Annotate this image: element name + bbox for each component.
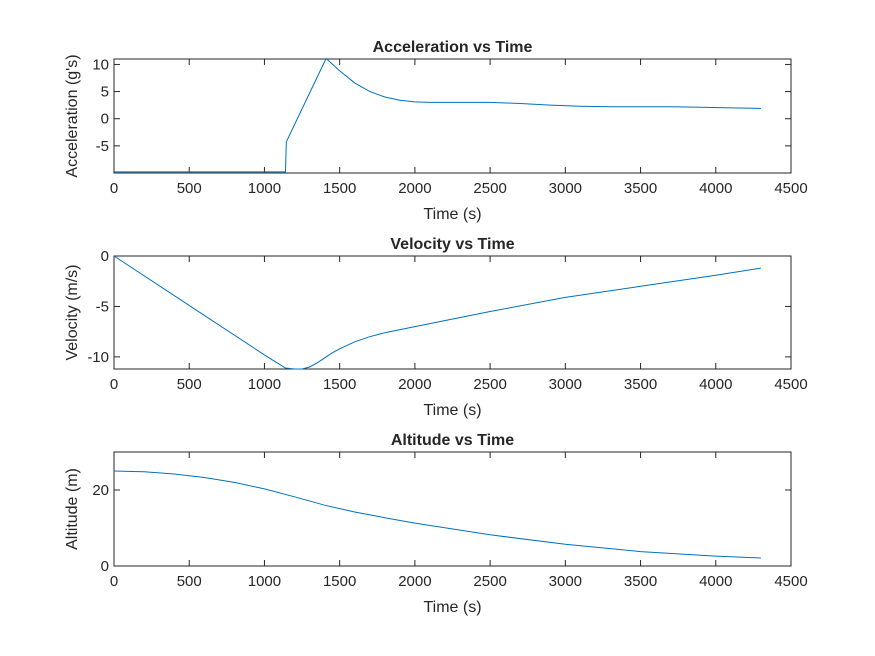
velocity-y-axis-label: Velocity (m/s) — [64, 264, 81, 360]
acceleration-xtick-label: 4500 — [774, 180, 807, 197]
altitude-xtick-label: 3500 — [624, 573, 657, 590]
acceleration-xtick-label: 2500 — [473, 180, 506, 197]
velocity-xtick-label: 3500 — [624, 376, 657, 393]
altitude-axes-frame — [113, 451, 792, 567]
velocity-subplot: 0 500 1000 1500 2000 2500 3000 3500 4000 4500 -10 -… — [64, 236, 808, 419]
acceleration-xtick-label: 2000 — [398, 180, 431, 197]
acceleration-ytick-label: 5 — [101, 84, 109, 101]
velocity-ytick-label: -5 — [96, 298, 109, 315]
altitude-xtick-label: 2500 — [473, 573, 506, 590]
altitude-chart-title: Altitude vs Time — [391, 432, 514, 449]
velocity-chart-title: Velocity vs Time — [390, 236, 514, 253]
velocity-ytick-label: 0 — [101, 248, 109, 265]
altitude-ytick-label: 0 — [101, 558, 109, 575]
altitude-xtick-label: 3000 — [549, 573, 582, 590]
acceleration-y-axis-label: Acceleration (g's) — [64, 54, 81, 177]
acceleration-xtick-label: 500 — [177, 180, 202, 197]
altitude-xtick-label: 500 — [177, 573, 202, 590]
acceleration-xtick-label: 4000 — [699, 180, 732, 197]
acceleration-series-line — [114, 57, 761, 173]
acceleration-xtick-label: 1500 — [323, 180, 356, 197]
acceleration-ytick-label: 10 — [92, 56, 109, 73]
velocity-xtick-label: 500 — [177, 376, 202, 393]
acceleration-xtick-label: 3000 — [549, 180, 582, 197]
velocity-xtick-label: 2000 — [398, 376, 431, 393]
velocity-xtick-label: 3000 — [549, 376, 582, 393]
altitude-xtick-label: 1500 — [323, 573, 356, 590]
acceleration-axes-frame — [113, 58, 792, 174]
velocity-xtick-label: 1500 — [323, 376, 356, 393]
altitude-y-axis-label: Altitude (m) — [64, 468, 81, 550]
velocity-axes-frame — [113, 255, 792, 370]
altitude-subplot: 0 500 1000 1500 2000 2500 3000 3500 4000 4500 0 20 A… — [64, 432, 808, 616]
velocity-ytick-label: -10 — [87, 349, 109, 366]
acceleration-xtick-label: 0 — [110, 180, 118, 197]
velocity-xtick-label: 4000 — [699, 376, 732, 393]
acceleration-chart-title: Acceleration vs Time — [373, 39, 533, 56]
velocity-xtick-label: 4500 — [774, 376, 807, 393]
altitude-xtick-label: 0 — [110, 573, 118, 590]
acceleration-x-axis-label: Time (s) — [423, 206, 481, 223]
velocity-xtick-label: 0 — [110, 376, 118, 393]
altitude-xtick-label: 1000 — [248, 573, 281, 590]
altitude-xtick-label: 4500 — [774, 573, 807, 590]
acceleration-ytick-label: -5 — [96, 138, 109, 155]
acceleration-subplot: 0 500 1000 1500 2000 2500 3000 3500 4000 4500 -5 0 5… — [64, 39, 808, 223]
velocity-xtick-label: 2500 — [473, 376, 506, 393]
altitude-ytick-label: 20 — [92, 482, 109, 499]
velocity-series-line — [113, 255, 761, 370]
acceleration-xtick-label: 3500 — [624, 180, 657, 197]
altitude-xtick-label: 2000 — [398, 573, 431, 590]
altitude-xtick-label: 4000 — [699, 573, 732, 590]
velocity-x-axis-label: Time (s) — [423, 402, 481, 419]
velocity-xtick-label: 1000 — [248, 376, 281, 393]
altitude-series-line — [113, 470, 761, 559]
altitude-x-axis-label: Time (s) — [423, 599, 481, 616]
acceleration-ytick-label: 0 — [101, 111, 109, 128]
acceleration-xtick-label: 1000 — [248, 180, 281, 197]
